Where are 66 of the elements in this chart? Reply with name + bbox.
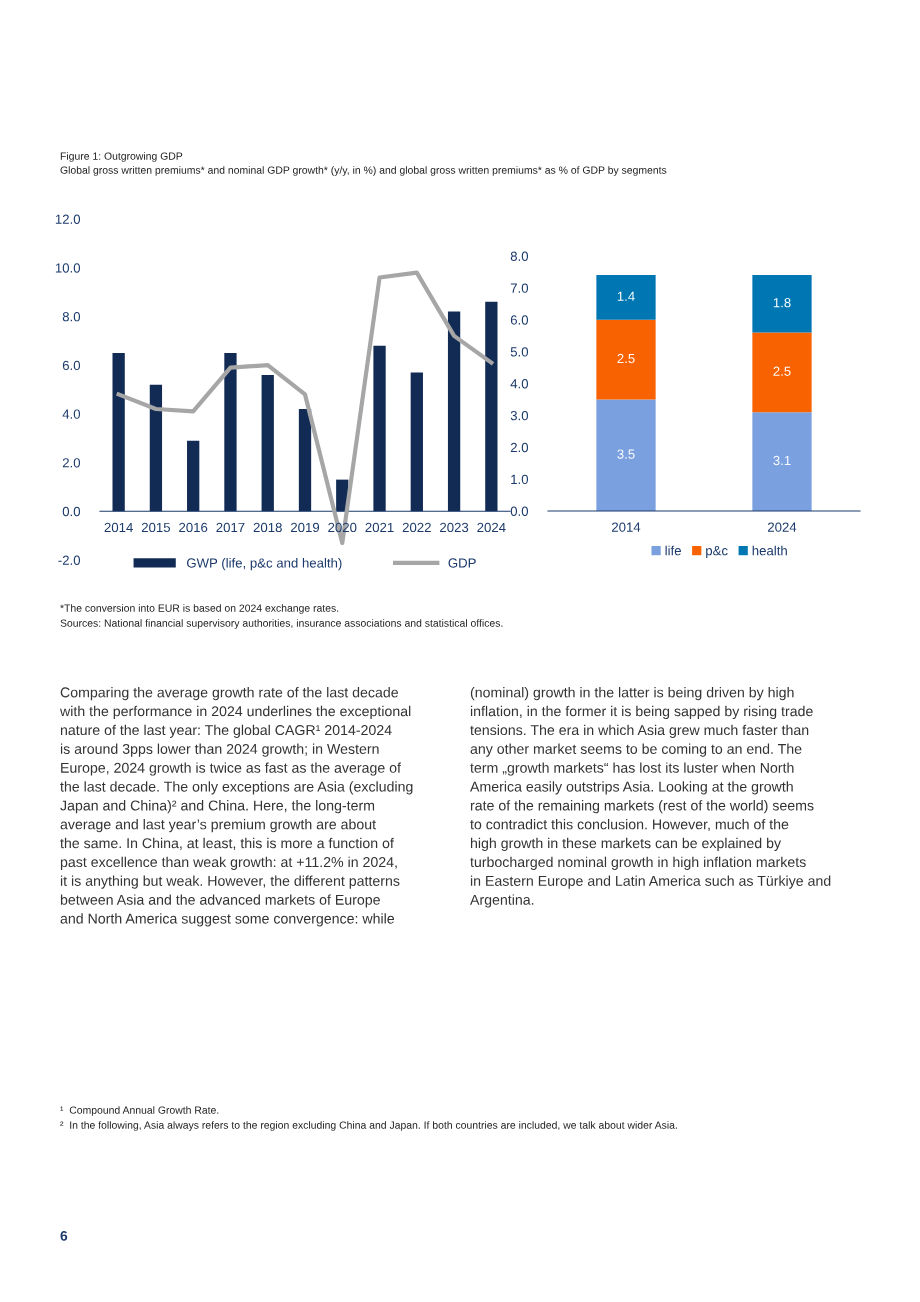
legend-label: life	[665, 545, 681, 556]
data-label: 3.5	[617, 449, 635, 459]
bar	[112, 352, 125, 512]
bar	[410, 372, 423, 512]
data-label: 1.4	[617, 291, 635, 301]
bar	[752, 275, 812, 333]
y-tick-label: -2.0	[58, 555, 81, 565]
y-tick-label: 4.0	[62, 409, 81, 419]
text: (nominal) growth in the latter is being driven by high inflation, in the former it is being sapped by rising trade tensions. The era in which Asia grew much faster than any other market seems to be coming to an end. The term „growth markets“ has lost its luster when North America easily outstrips Asia. Looking at the growth rate of the remaining markets (rest of the world) seems to contradict this conclusion. However, much of the high growth in these markets can be explained by turbocharged nominal growth in high inflation markets in Eastern Europe and Latin America such as Türkiye and Argentina.	[470, 687, 831, 908]
text: 6	[60, 1230, 68, 1241]
x-tick-label: 2019	[290, 522, 320, 533]
legend-label: p&c	[706, 546, 728, 558]
x-tick-label: 2022	[402, 522, 431, 533]
y-tick-label: 0.0	[62, 506, 81, 517]
legend-label: GWP (life, p&c and health)	[187, 557, 342, 571]
y-tick-label: 7.0	[510, 283, 529, 293]
x-tick-label: 2015	[141, 522, 171, 533]
y-tick-label: 6.0	[62, 360, 81, 371]
bar	[187, 440, 200, 512]
text: ¹ Compound Annual Growth Rate.	[60, 1106, 219, 1116]
legend-label: health	[752, 545, 787, 556]
bar	[752, 412, 812, 511]
text: ² In the following, Asia always refers to the region excluding China and Japan. If both countries are included, we talk about wider Asia.	[60, 1121, 677, 1131]
x-tick-label: 2017	[216, 522, 245, 533]
y-tick-label: 1.0	[511, 474, 529, 485]
y-tick-label: 0.0	[510, 506, 529, 516]
y-tick-label: 4.0	[510, 379, 529, 389]
source-note: Sources: National financial supervisory authorities, insurance associations and statistical offices.	[60, 619, 503, 629]
y-tick-label: 12.0	[55, 214, 81, 224]
x-tick-label: 2016	[179, 522, 208, 533]
bar	[261, 374, 274, 512]
data-label: 2.5	[617, 353, 635, 364]
x-tick-label: 2024	[477, 522, 506, 533]
bar	[752, 332, 812, 413]
bar	[596, 275, 656, 320]
y-tick-label: 8.0	[62, 312, 81, 322]
y-tick-label: 8.0	[510, 251, 529, 261]
bar	[224, 352, 237, 512]
data-label: 2.5	[773, 366, 791, 376]
text: Comparing the average growth rate of the last decade with the performance in 2024 underlines the exceptional nature of the last year: The global CAGR¹ 2014-2024 is around 3pps lower than 2024 growth; in Western Europe, 2024 growth is twice as fast as the average of the last decade. The only exceptions are Asia (excluding Japan and China)² and China. Here, the long-term average and last year’s premium growth are about the same. In China, at least, this is more a function of past excellence than weak growth: at +11.2% in 2024, it is anything but weak. However, the different patterns between Asia and the advanced markets of Europe and North America suggest some convergence: while	[59, 687, 413, 927]
bar	[373, 345, 386, 512]
y-tick-label: 10.0	[55, 263, 81, 273]
x-tick-label: 2014	[611, 522, 641, 532]
x-tick-label: 2018	[253, 522, 282, 533]
x-tick-label: 2024	[767, 522, 797, 532]
chart-subtitle: Global gross written premiums* and nominal GDP growth* (y/y, in %) and global gross written premiums* as % of GDP by segments	[60, 166, 667, 176]
y-tick-label: 6.0	[510, 315, 529, 325]
x-tick-label: 2023	[440, 522, 469, 533]
bar	[149, 384, 163, 512]
data-label: 3.1	[773, 455, 791, 466]
bar	[485, 301, 498, 512]
x-tick-label: 2014	[104, 522, 133, 533]
data-label: 1.8	[773, 298, 791, 308]
bar	[298, 408, 312, 512]
bar	[596, 399, 656, 511]
x-tick-label: 2020	[328, 522, 357, 533]
y-tick-label: 2.0	[62, 458, 81, 468]
legend-label: GDP	[448, 558, 476, 568]
x-tick-label: 2021	[365, 522, 394, 533]
chart-title: Figure 1: Outgrowing GDP	[60, 152, 183, 162]
text: *The conversion into EUR is based on 2024 exchange rates.	[60, 604, 339, 614]
bar	[447, 311, 461, 512]
y-tick-label: 5.0	[510, 347, 529, 357]
bar	[596, 319, 656, 400]
y-tick-label: 3.0	[510, 410, 529, 421]
y-tick-label: 2.0	[510, 442, 529, 453]
